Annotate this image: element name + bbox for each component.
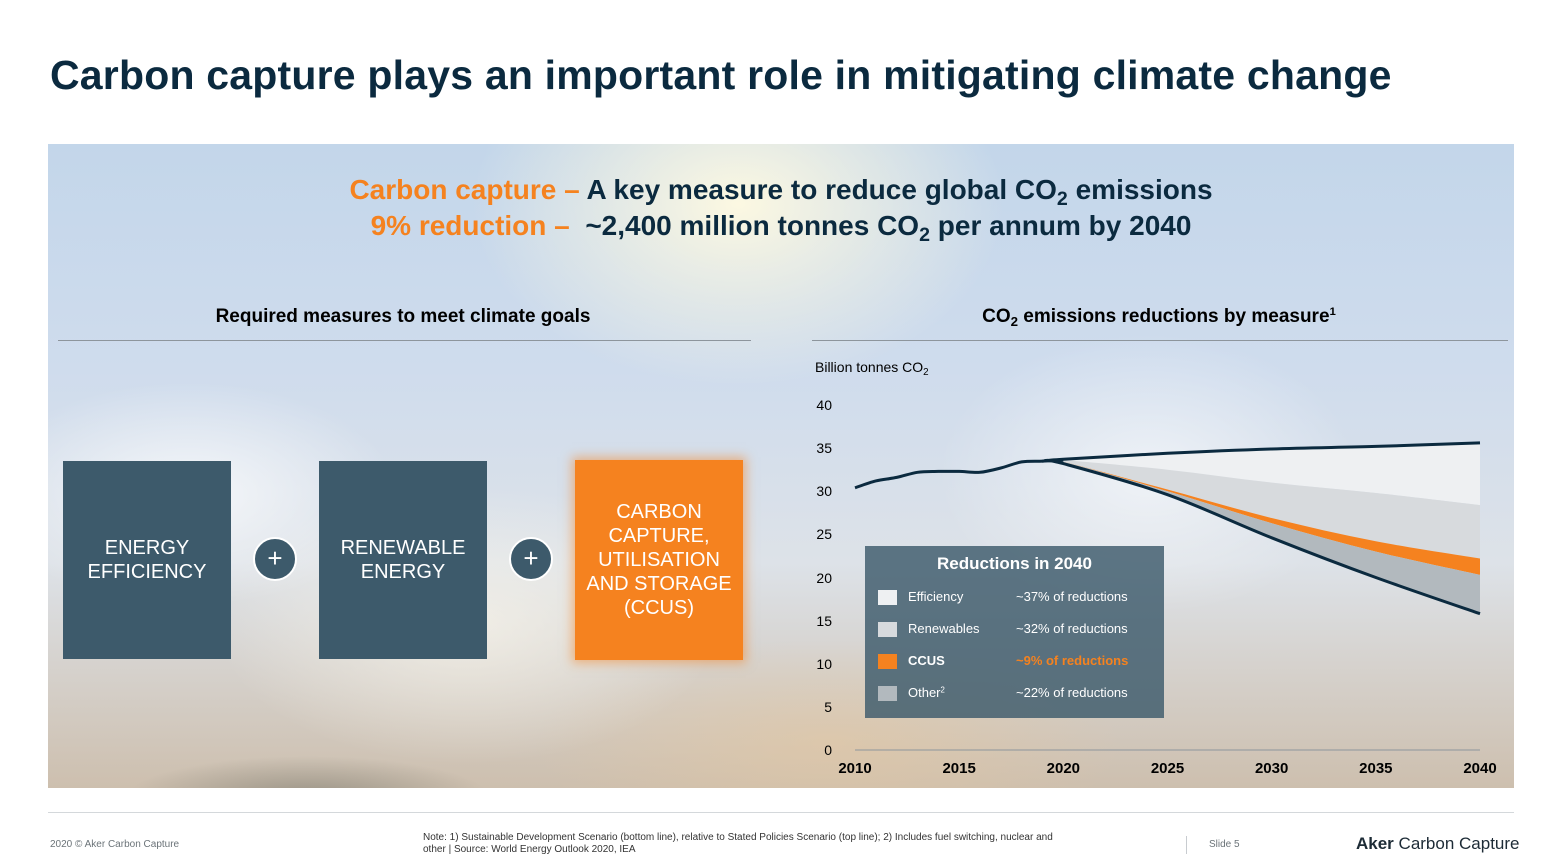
chart-title-sub: 2 bbox=[1010, 313, 1019, 329]
y-tick-label: 40 bbox=[816, 397, 832, 413]
footer-rule bbox=[48, 812, 1514, 813]
ccus-area bbox=[1042, 459, 1480, 575]
x-tick-label: 2040 bbox=[1463, 760, 1497, 777]
chart-section-title: CO2 emissions reductions by measure1 bbox=[812, 306, 1506, 328]
brand-bold: Aker bbox=[1356, 834, 1394, 853]
tree-silhouette bbox=[48, 708, 568, 788]
x-tick-label: 2010 bbox=[838, 760, 872, 777]
legend-swatch bbox=[878, 686, 897, 701]
headline-sub-2: 2 bbox=[919, 223, 930, 246]
footer-separator bbox=[1186, 836, 1187, 854]
y-axis-label: Billion tonnes CO2 bbox=[815, 359, 929, 378]
legend-item-value: ~37% of reductions bbox=[1016, 589, 1128, 604]
historical-line bbox=[854, 458, 1064, 490]
measure-label: RENEWABLE ENERGY bbox=[340, 537, 466, 583]
footer-note-line-1: Note: 1) Sustainable Development Scenari… bbox=[423, 832, 1053, 843]
legend-title: Reductions in 2040 bbox=[937, 554, 1092, 573]
y-tick-label: 30 bbox=[816, 483, 832, 500]
chart-title-pre: CO bbox=[982, 306, 1011, 327]
y-axis-label-text: Billion tonnes CO bbox=[815, 359, 924, 375]
legend-item-name-wrap: Other2 bbox=[908, 685, 945, 700]
stated-policies-line bbox=[1042, 441, 1481, 463]
x-tick-label: 2030 bbox=[1254, 760, 1289, 777]
legend-swatch bbox=[878, 622, 897, 637]
headline-line-2: 9% reduction – ~2,400 million tonnes CO2… bbox=[48, 210, 1514, 245]
measure-label: ENERGY EFFICIENCY bbox=[87, 537, 207, 583]
y-tick-label: 5 bbox=[824, 698, 832, 715]
y-tick-label: 0 bbox=[824, 742, 832, 758]
footer-note-line-2: other | Source: World Energy Outlook 202… bbox=[423, 844, 636, 855]
headline-text-1: A key measure to reduce global CO bbox=[586, 174, 1057, 205]
brand-rest: Carbon Capture bbox=[1393, 834, 1520, 853]
headline-highlight-1: Carbon capture – bbox=[349, 174, 580, 205]
legend-item-sup: 2 bbox=[940, 685, 945, 695]
emissions-chart bbox=[854, 441, 1481, 751]
plus-icon: + bbox=[253, 537, 297, 581]
y-tick-label: 25 bbox=[816, 526, 832, 543]
chart-title-post: emissions reductions by measure bbox=[1018, 306, 1330, 327]
y-tick-label: 35 bbox=[816, 440, 832, 457]
footer-copyright: 2020 © Aker Carbon Capture bbox=[50, 839, 180, 850]
legend-item-value: ~9% of reductions bbox=[1016, 653, 1129, 668]
footer-slide-number: Slide 5 bbox=[1209, 839, 1240, 850]
legend-swatch bbox=[878, 590, 897, 605]
measure-box-ccus: CARBON CAPTURE, UTILISATION AND STORAGE … bbox=[575, 460, 743, 660]
y-tick-label: 10 bbox=[816, 655, 832, 672]
headline-text-2: ~2,400 million tonnes CO bbox=[585, 210, 920, 241]
chart-section-rule bbox=[812, 340, 1508, 341]
legend-item-value: ~22% of reductions bbox=[1016, 685, 1128, 700]
measures-section-rule bbox=[58, 340, 751, 341]
sustainable-development-line bbox=[1042, 458, 1481, 616]
y-axis-label-sub: 2 bbox=[923, 366, 929, 378]
legend-item-name: Renewables bbox=[908, 621, 980, 636]
x-tick-label: 2025 bbox=[1150, 760, 1185, 777]
headline-end-2: per annum by 2040 bbox=[929, 210, 1192, 241]
reductions-legend: Reductions in 2040 Efficiency ~37% of re… bbox=[865, 546, 1164, 718]
legend-item-name: Other bbox=[908, 685, 941, 700]
x-tick-label: 2020 bbox=[1046, 760, 1081, 777]
renewables-area bbox=[1042, 459, 1480, 559]
legend-item-value: ~32% of reductions bbox=[1016, 621, 1128, 636]
content-panel: Carbon capture – A key measure to reduce… bbox=[48, 144, 1514, 788]
company-logo: Aker Carbon Capture bbox=[1356, 834, 1520, 854]
x-tick-label: 2035 bbox=[1359, 760, 1393, 777]
x-tick-label: 2015 bbox=[942, 760, 976, 777]
plus-icon: + bbox=[509, 537, 553, 581]
measure-label: CARBON CAPTURE, UTILISATION AND STORAGE … bbox=[586, 501, 732, 619]
legend-swatch bbox=[878, 654, 897, 669]
headline-sub-1: 2 bbox=[1056, 187, 1068, 210]
legend-item-name: CCUS bbox=[908, 653, 945, 668]
headline-end-1: emissions bbox=[1067, 174, 1213, 205]
slide-title: Carbon capture plays an important role i… bbox=[50, 52, 1392, 98]
legend-item-name: Efficiency bbox=[908, 589, 964, 604]
measure-box-renewable-energy: RENEWABLE ENERGY bbox=[319, 461, 487, 659]
measure-box-energy-efficiency: ENERGY EFFICIENCY bbox=[63, 461, 231, 659]
measures-section-title: Required measures to meet climate goals bbox=[215, 306, 591, 327]
y-tick-label: 20 bbox=[816, 569, 832, 586]
y-tick-label: 15 bbox=[816, 612, 832, 629]
footer-note: Note: 1) Sustainable Development Scenari… bbox=[423, 832, 1173, 856]
headline-line-1: Carbon capture – A key measure to reduce… bbox=[48, 174, 1514, 209]
headline-highlight-2: 9% reduction – bbox=[370, 210, 570, 241]
efficiency-area bbox=[1042, 442, 1480, 506]
chart-title-sup: 1 bbox=[1329, 306, 1336, 319]
